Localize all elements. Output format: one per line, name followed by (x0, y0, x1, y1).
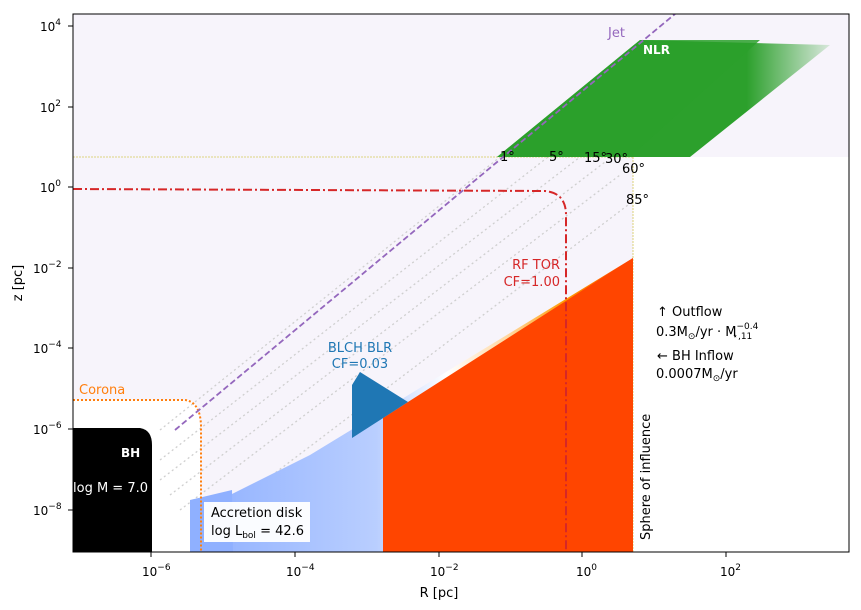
x-tick-label: 10−6 (142, 563, 171, 579)
bh-mass-label: log M = 7.0 (73, 481, 148, 496)
outflow-title: ↑ Outflow (657, 305, 723, 320)
outflow-rate: 0.3M⊙/yr · M−0.4 ⋆,11 (656, 322, 759, 342)
y-tick-label: 100 (40, 179, 61, 195)
x-tick-label: 10−4 (286, 563, 315, 579)
x-axis-label: R [pc] (420, 586, 459, 601)
angle-label: 1° (500, 150, 515, 165)
y-tick-label: 10−4 (33, 340, 62, 356)
inflow-rate: 0.0007M⊙/yr (656, 367, 738, 384)
axes-frame (72, 13, 850, 553)
inflow-title: ← BH Inflow (657, 349, 734, 364)
nlr-core (497, 40, 760, 157)
angle-label: 30° (605, 152, 628, 167)
y-tick-label: 102 (40, 99, 61, 115)
jet-line (174, 14, 676, 431)
x-tick-label: 100 (576, 563, 597, 579)
x-tick-label: 102 (720, 563, 741, 579)
jet-label: Jet (607, 26, 625, 41)
nlr-label: NLR (643, 43, 670, 57)
blr-region (352, 372, 408, 438)
y-tick-label: 10−2 (33, 260, 62, 276)
y-axis (68, 25, 73, 511)
torus-cf: CF=1.00 (504, 275, 560, 290)
torus-boundary (73, 188, 567, 552)
plot-area (73, 14, 849, 552)
black-hole (73, 428, 152, 552)
corona-boundary (73, 399, 202, 552)
y-axis-label: z [pc] (11, 265, 26, 302)
accretion-lum: log Lbol = 42.6 (211, 524, 304, 541)
angle-label: 85° (626, 193, 649, 208)
blr-title: BLCH BLR (328, 341, 392, 356)
x-axis (150, 552, 727, 557)
corona-label: Corona (79, 383, 125, 398)
angle-label: 60° (622, 162, 645, 177)
bh-label: BH (121, 446, 140, 460)
torus-wedge (383, 258, 633, 552)
blr-cf: CF=0.03 (332, 357, 388, 372)
x-tick-label: 10−2 (430, 563, 459, 579)
accretion-title: Accretion disk (211, 506, 303, 521)
y-tick-label: 104 (40, 18, 61, 34)
angle-label: 15° (584, 151, 607, 166)
sphere-label: Sphere of influence (639, 414, 654, 540)
angle-lines (159, 156, 629, 531)
y-tick-label: 10−6 (33, 421, 62, 437)
accretion-label-box (204, 502, 310, 542)
angle-label: 5° (549, 150, 564, 165)
torus-title: RF TOR (512, 258, 560, 273)
y-tick-label: 10−8 (33, 502, 62, 518)
